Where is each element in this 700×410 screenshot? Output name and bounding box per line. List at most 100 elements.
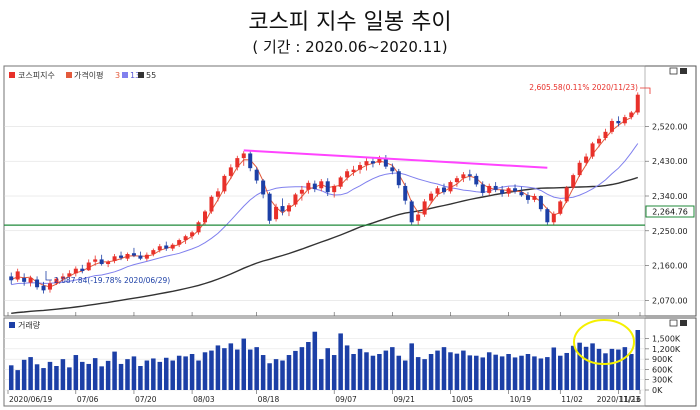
candle-up	[73, 268, 78, 274]
price-panel-maximize-button[interactable]	[669, 67, 678, 75]
candle-down	[267, 193, 272, 221]
candle-down	[545, 209, 550, 223]
volume-bar	[486, 352, 492, 390]
candle-up	[170, 244, 175, 249]
candle-up	[564, 187, 569, 202]
volume-bar	[299, 347, 305, 390]
price-panel-close-button[interactable]	[680, 68, 687, 74]
candle-down	[500, 189, 505, 194]
candle-down	[538, 196, 543, 210]
candle-down	[22, 277, 27, 282]
volume-bar	[267, 363, 272, 390]
volume-bar	[235, 349, 240, 390]
volume-bar	[351, 354, 356, 390]
candle-up	[209, 196, 214, 212]
legend-index-label: 코스피지수	[18, 71, 55, 80]
x-tick-label: 08/18	[258, 395, 280, 404]
candle-down	[474, 175, 479, 185]
x-tick-label: 08/03	[193, 395, 215, 404]
volume-bar	[338, 333, 343, 390]
candle-up	[558, 201, 563, 214]
candle-up	[603, 131, 608, 138]
high-annotation-text: 2,605.58(0.11% 2020/11/23)	[529, 83, 638, 92]
volume-bar	[545, 357, 550, 390]
candle-up	[306, 182, 311, 190]
volume-bar	[525, 354, 531, 390]
volume-bar	[151, 358, 156, 390]
volume-bar	[390, 347, 395, 390]
candle-up	[106, 261, 111, 265]
candle-down	[396, 171, 401, 186]
candlesticks	[9, 92, 640, 294]
volume-bar	[596, 348, 602, 390]
candle-down	[525, 195, 530, 200]
candle-up	[629, 112, 634, 118]
volume-bar	[577, 342, 582, 390]
volume-panel-close-button[interactable]	[680, 320, 687, 326]
volume-bar	[196, 360, 201, 390]
volume-bar	[454, 353, 460, 390]
volume-bar	[370, 355, 376, 390]
candle-up	[151, 250, 156, 254]
volume-bar	[448, 352, 453, 390]
low-annotation: 2,087.84(-19.78% 2020/06/29)	[45, 271, 170, 285]
candle-up	[203, 211, 208, 223]
candle-up	[338, 177, 343, 187]
volume-bar	[215, 345, 221, 390]
candle-up	[435, 188, 440, 194]
x-tick-label: 07/06	[77, 395, 99, 404]
volume-bar	[105, 360, 111, 390]
price-tick-label: 2,340.00	[652, 192, 688, 201]
volume-bar	[519, 355, 524, 390]
candle-up	[609, 120, 614, 132]
ma55-line	[11, 176, 639, 314]
volume-bar	[254, 347, 259, 390]
volume-bar	[344, 345, 350, 390]
volume-tick-label: 900K	[652, 355, 673, 364]
volume-panel-maximize-button[interactable]	[669, 319, 678, 327]
volume-bar	[512, 357, 518, 390]
volume-bar	[428, 354, 434, 390]
page-subtitle: ( 기간 : 2020.06~2020.11)	[252, 38, 448, 56]
volume-bar	[125, 359, 130, 390]
volume-bar	[570, 345, 576, 390]
x-tick-label: 2020/11/23	[597, 395, 640, 404]
candle-down	[409, 201, 414, 223]
volume-bar	[222, 348, 227, 390]
volume-bar	[293, 350, 298, 390]
volume-bar	[8, 365, 14, 390]
volume-bar	[170, 360, 175, 390]
candle-up	[532, 196, 537, 200]
x-tick-label: 10/19	[510, 395, 532, 404]
volume-bar	[383, 350, 389, 390]
volume-bar	[532, 356, 537, 390]
volume-gridlines	[4, 338, 645, 391]
x-tick-label: 09/21	[393, 395, 415, 404]
candle-up	[190, 232, 195, 237]
volume-bar	[209, 350, 214, 390]
candle-up	[416, 214, 421, 221]
candle-up	[222, 175, 227, 192]
volume-bar	[112, 351, 117, 390]
candle-up	[577, 162, 582, 176]
trend-lines	[4, 149, 645, 226]
price-gridlines	[4, 126, 645, 301]
volume-bar	[163, 357, 169, 390]
volume-bar	[47, 361, 53, 390]
low-annotation-text: 2,087.84(-19.78% 2020/06/29)	[54, 276, 170, 285]
page-title: 코스피 지수 일봉 추이	[248, 10, 452, 35]
volume-bar	[409, 343, 414, 390]
volume-bar	[377, 354, 382, 390]
volume-bar	[557, 355, 563, 390]
volume-bar	[402, 360, 408, 390]
candle-down	[519, 192, 524, 196]
candle-down	[248, 153, 253, 169]
candle-up	[377, 158, 382, 163]
x-tick-label: 09/07	[335, 395, 357, 404]
price-tick-label: 2,430.00	[652, 157, 688, 166]
volume-bar	[41, 368, 46, 390]
candle-down	[403, 185, 408, 201]
x-tick-label: 11/02	[561, 395, 583, 404]
candle-up	[157, 246, 162, 251]
